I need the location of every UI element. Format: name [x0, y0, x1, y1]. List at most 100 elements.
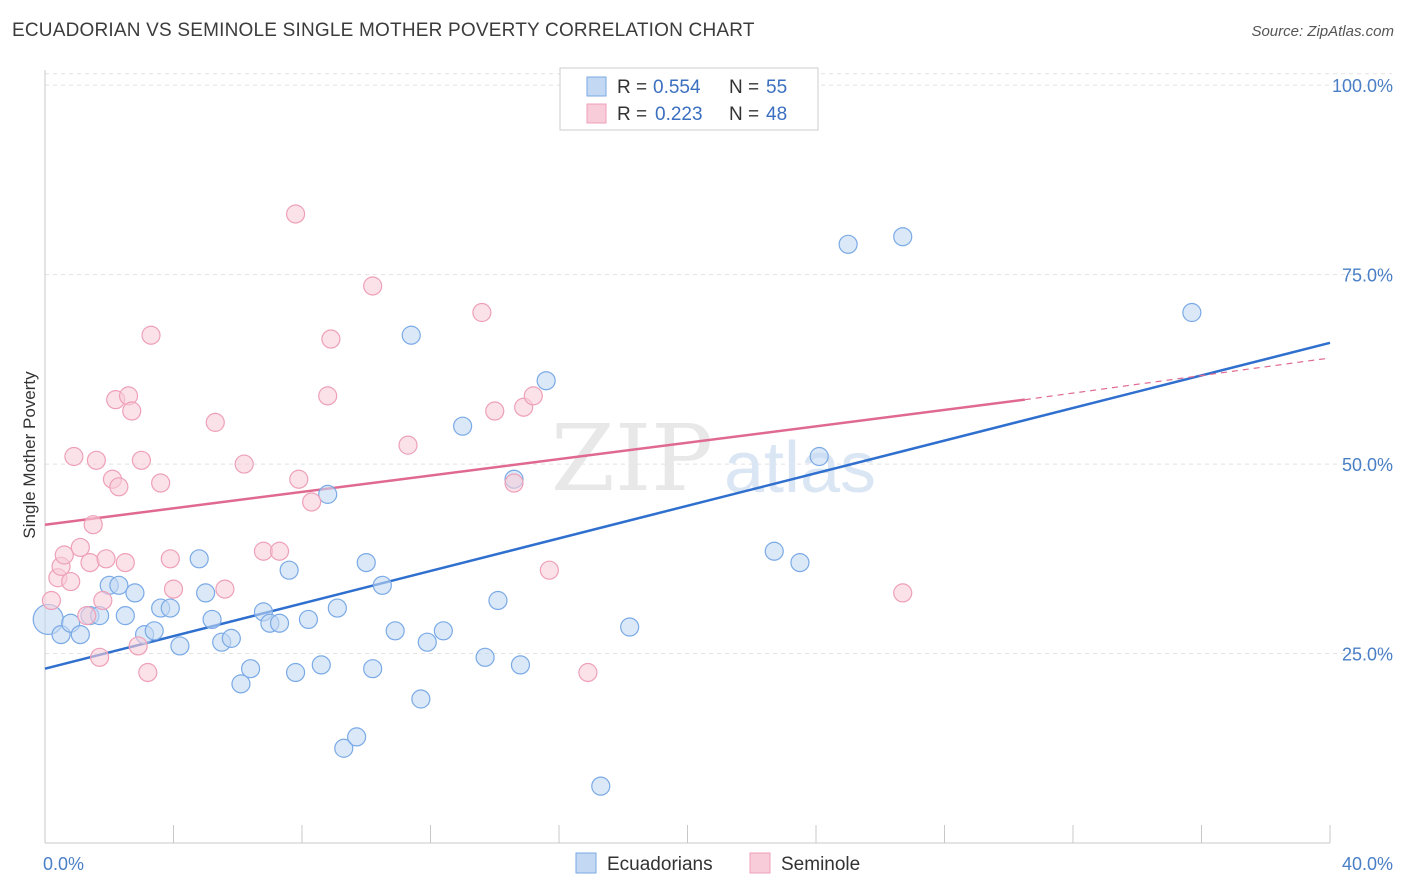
legend-swatch-seminole	[586, 103, 607, 124]
seminole-point-30	[253, 541, 274, 561]
seminole-point-40	[485, 401, 505, 421]
grid-lines	[45, 73, 1392, 655]
seminole-point-26	[163, 579, 184, 599]
bottom-legend: Ecuadorians Seminole	[575, 852, 860, 875]
seminole-point-25	[160, 549, 180, 569]
legend-n-value-2: 48	[766, 104, 787, 125]
legend-swatch-ecuadorians	[586, 76, 607, 97]
ecuadorians-point-29	[318, 484, 338, 504]
seminole-point-34	[302, 492, 322, 512]
ecuadorians-point-14	[170, 636, 190, 656]
data-points	[32, 204, 1202, 796]
ecuadorians-point-31	[334, 738, 354, 758]
legend: R = 0.554 N = 55 R = 0.223 N = 48	[559, 67, 819, 131]
y-axis-label: Single Mother Poverty	[20, 371, 39, 539]
seminole-point-22	[138, 662, 158, 683]
ecuadorians-trend-line	[44, 341, 1331, 670]
y-tick-label-1: 50.0%	[1342, 455, 1393, 475]
trend-lines	[44, 341, 1331, 670]
ecuadorians-point-33	[356, 552, 376, 573]
ecuadorians-point-25	[279, 560, 299, 580]
seminole-point-8	[80, 552, 100, 573]
seminole-trend-line	[44, 398, 1025, 526]
ecuadorians-point-30	[327, 598, 347, 618]
watermark: ZIP atlas	[551, 405, 876, 512]
ecuadorians-point-50	[790, 552, 810, 573]
watermark-zip: ZIP	[551, 405, 713, 512]
x-tick-labels: 0.0% 40.0%	[43, 854, 1393, 874]
seminole-point-23	[141, 325, 161, 345]
ecuadorians-point-46	[536, 371, 556, 391]
ecuadorians-point-21	[241, 659, 261, 679]
seminole-point-35	[318, 386, 338, 406]
ecuadorians-point-43	[488, 590, 508, 611]
seminole-point-4	[61, 571, 81, 592]
bottom-legend-swatch-seminole	[749, 852, 771, 874]
ecuadorians-point-34	[363, 659, 383, 679]
bottom-legend-swatch-ecuadorians	[575, 852, 597, 874]
seminole-point-7	[77, 606, 97, 626]
ecuadorians-point-52	[838, 234, 858, 254]
seminole-point-29	[234, 454, 254, 474]
seminole-point-27	[205, 412, 225, 432]
seminole-point-13	[96, 549, 116, 569]
ecuadorians-point-19	[221, 628, 241, 648]
seminole-point-20	[128, 636, 148, 656]
source-label: Source: ZipAtlas.com	[1251, 23, 1394, 40]
ecuadorians-point-35	[372, 575, 392, 595]
seminole-point-6	[70, 537, 90, 558]
y-tick-label-3: 100.0%	[1332, 76, 1393, 96]
legend-r-value-2: 0.223	[655, 104, 703, 125]
ecuadorians-point-41	[453, 416, 473, 436]
ecuadorians-point-26	[285, 662, 306, 683]
y-tick-labels: 25.0% 50.0% 75.0% 100.0%	[1332, 76, 1393, 664]
seminole-point-5	[64, 446, 84, 467]
ecuadorians-point-8	[115, 606, 135, 626]
seminole-point-28	[215, 579, 235, 599]
seminole-point-44	[539, 560, 559, 580]
seminole-point-46	[893, 583, 913, 603]
ecuadorians-point-42	[475, 647, 495, 667]
legend-r-label-2: R =	[617, 104, 647, 125]
ecuadorians-point-54	[1182, 302, 1202, 323]
seminole-point-32	[285, 204, 306, 224]
ecuadorians-point-27	[298, 609, 319, 630]
ecuadorians-point-51	[809, 446, 829, 467]
seminole-point-33	[289, 469, 309, 489]
ecuadorians-point-11	[144, 621, 164, 641]
seminole-point-19	[122, 401, 142, 421]
legend-n-label-2: N =	[729, 104, 759, 125]
seminole-point-24	[151, 473, 171, 493]
seminole-point-10	[86, 450, 107, 470]
ecuadorians-point-13	[160, 598, 180, 618]
legend-n-label-1: N =	[729, 77, 759, 98]
ecuadorians-point-7	[109, 575, 129, 595]
seminole-point-11	[90, 647, 110, 667]
ecuadorians-point-37	[401, 325, 421, 345]
ecuadorians-point-36	[385, 621, 405, 641]
x-tick-label-0: 0.0%	[43, 854, 84, 874]
seminole-point-36	[321, 329, 341, 349]
ecuadorians-point-20	[231, 674, 251, 694]
seminole-point-37	[363, 276, 383, 296]
seminole-trend-extension	[1024, 357, 1331, 401]
ecuadorians-point-53	[893, 227, 913, 247]
ecuadorians-point-38	[411, 689, 431, 709]
legend-r-label-1: R =	[617, 77, 647, 98]
ecuadorians-point-3	[70, 624, 90, 645]
axes	[44, 70, 1331, 844]
seminole-point-39	[472, 302, 492, 323]
seminole-point-0	[41, 590, 62, 611]
seminole-point-45	[578, 662, 598, 683]
ecuadorians-point-16	[196, 583, 216, 603]
ecuadorians-point-17	[202, 609, 222, 630]
bottom-legend-ecuadorians: Ecuadorians	[607, 854, 713, 875]
ecuadorians-point-15	[189, 549, 209, 569]
legend-n-value-1: 55	[766, 77, 787, 98]
x-tick-label-1: 40.0%	[1342, 854, 1393, 874]
y-tick-label-0: 25.0%	[1342, 645, 1393, 665]
ecuadorians-point-28	[311, 655, 331, 675]
seminole-point-3	[54, 545, 74, 565]
ecuadorians-point-39	[417, 632, 437, 652]
